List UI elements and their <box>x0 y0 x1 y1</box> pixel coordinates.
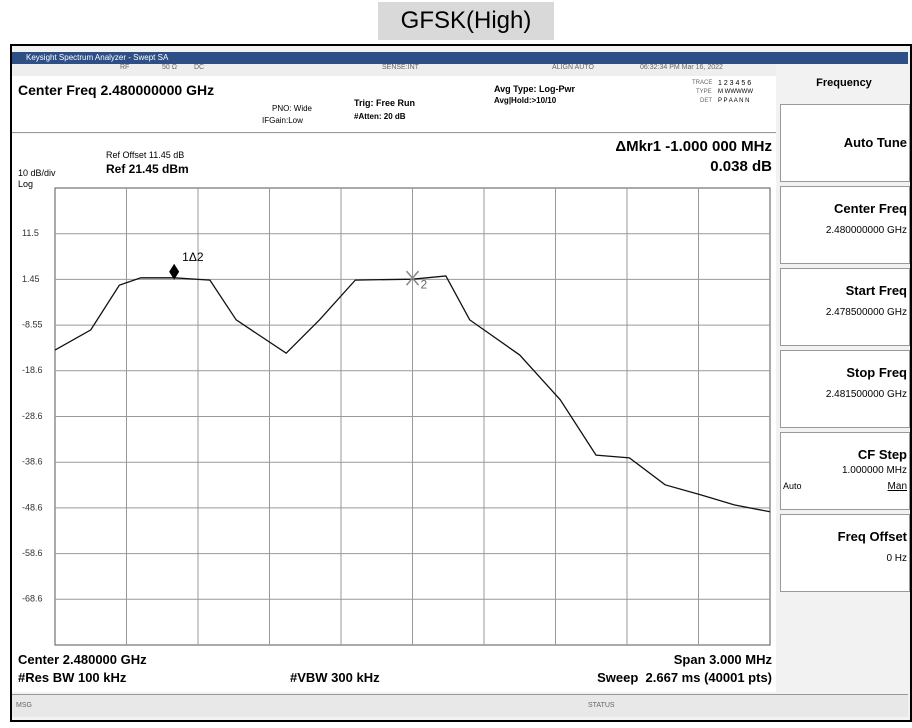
softkey[interactable]: Stop Freq 2.481500000 GHz <box>780 350 910 428</box>
menu-title: Frequency <box>816 77 872 89</box>
softkey-label: Stop Freq <box>846 365 907 380</box>
det-vals: P P A A N N <box>718 98 750 104</box>
datetime: 06:32:34 PM Mar 16, 2022 <box>640 64 723 71</box>
ref-offset: Ref Offset 11.45 dB <box>106 150 185 160</box>
softkey-value: 0 Hz <box>886 553 907 564</box>
marker-value: 0.038 dB <box>710 158 772 175</box>
softkey-value: 1.000000 MHz <box>841 465 907 476</box>
y-tick-label: 11.5 <box>22 228 39 238</box>
softkey-label: Auto Tune <box>843 135 907 150</box>
pno: PNO: Wide <box>272 104 313 113</box>
softkey-value: 2.478500000 GHz <box>825 307 907 318</box>
type-vals: M WWWWW <box>718 89 753 95</box>
softkey-label: Start Freq <box>845 283 907 298</box>
marker-readout: ΔMkr1 -1.000 000 MHz <box>615 138 772 155</box>
det-label: DET <box>700 98 712 104</box>
rbw: #Res BW 100 kHz <box>18 670 127 685</box>
status: STATUS <box>588 702 615 709</box>
softkey-option: Man <box>887 481 907 492</box>
header: Center Freq 2.480000000 GHz PNO: Wide IF… <box>12 76 776 133</box>
span: Span 3.000 MHz <box>673 652 772 667</box>
y-tick-label: -28.6 <box>22 411 43 421</box>
message-bar: MSG STATUS <box>12 694 908 717</box>
impedance: 50 Ω <box>162 64 177 71</box>
y-tick-label: -8.55 <box>22 319 43 329</box>
align: ALIGN AUTO <box>552 64 594 71</box>
softkey[interactable]: Start Freq 2.478500000 GHz <box>780 268 910 346</box>
softkey-value: 2.481500000 GHz <box>825 389 907 400</box>
marker-label: 2 <box>421 277 428 291</box>
softkey[interactable]: Freq Offset 0 Hz <box>780 514 910 592</box>
softkey[interactable]: Auto Tune <box>780 104 910 182</box>
y-tick-label: -58.6 <box>22 548 43 558</box>
rf: RF <box>120 64 130 71</box>
footer-center: Center 2.480000 GHz <box>18 652 147 667</box>
y-tick-label: -38.6 <box>22 457 43 467</box>
softkey[interactable]: Center Freq 2.480000000 GHz <box>780 186 910 264</box>
avg-type: Avg Type: Log-Pwr <box>494 84 575 94</box>
coupling: DC <box>194 64 205 71</box>
trace-label: TRACE <box>692 80 713 86</box>
page-title: GFSK(High) <box>378 2 554 40</box>
y-tick-label: -48.6 <box>22 502 43 512</box>
marker <box>405 270 420 286</box>
softkey-mode: Auto <box>783 481 802 491</box>
ifgain: IFGain:Low <box>262 116 303 125</box>
avg-hold: Avg|Hold:>10/10 <box>494 96 557 105</box>
softkey-label: CF Step <box>857 447 907 462</box>
status-bar: RF 50 Ω DC SENSE:INT ALIGN AUTO 06:32:34… <box>12 64 776 76</box>
vbw: #VBW 300 kHz <box>290 670 380 685</box>
softkey-label: Freq Offset <box>837 529 907 544</box>
atten: #Atten: 20 dB <box>354 112 406 121</box>
type-label: TYPE <box>696 89 712 95</box>
ref-level: Ref 21.45 dBm <box>106 162 189 176</box>
center-freq: Center Freq 2.480000000 GHz <box>18 82 215 98</box>
softkey-label: Center Freq <box>834 201 907 216</box>
y-tick-label: 1.45 <box>22 274 40 284</box>
trace-nums: 1 2 3 4 5 6 <box>718 80 752 87</box>
marker-label: 1Δ2 <box>182 250 204 264</box>
y-tick-label: -68.6 <box>22 594 43 604</box>
scale: 10 dB/div <box>18 168 56 178</box>
softkey[interactable]: CF Step 1.000000 MHz Auto Man <box>780 432 910 510</box>
sense: SENSE:INT <box>382 64 419 71</box>
trig: Trig: Free Run <box>354 98 416 108</box>
marker <box>169 263 180 280</box>
softkey-value: 2.480000000 GHz <box>825 225 907 236</box>
log: Log <box>18 179 34 189</box>
msg: MSG <box>16 702 32 709</box>
y-tick-label: -18.6 <box>22 365 43 375</box>
sweep: Sweep 2.667 ms (40001 pts) <box>597 670 772 685</box>
window-title: Keysight Spectrum Analyzer - Swept SA <box>12 52 908 64</box>
